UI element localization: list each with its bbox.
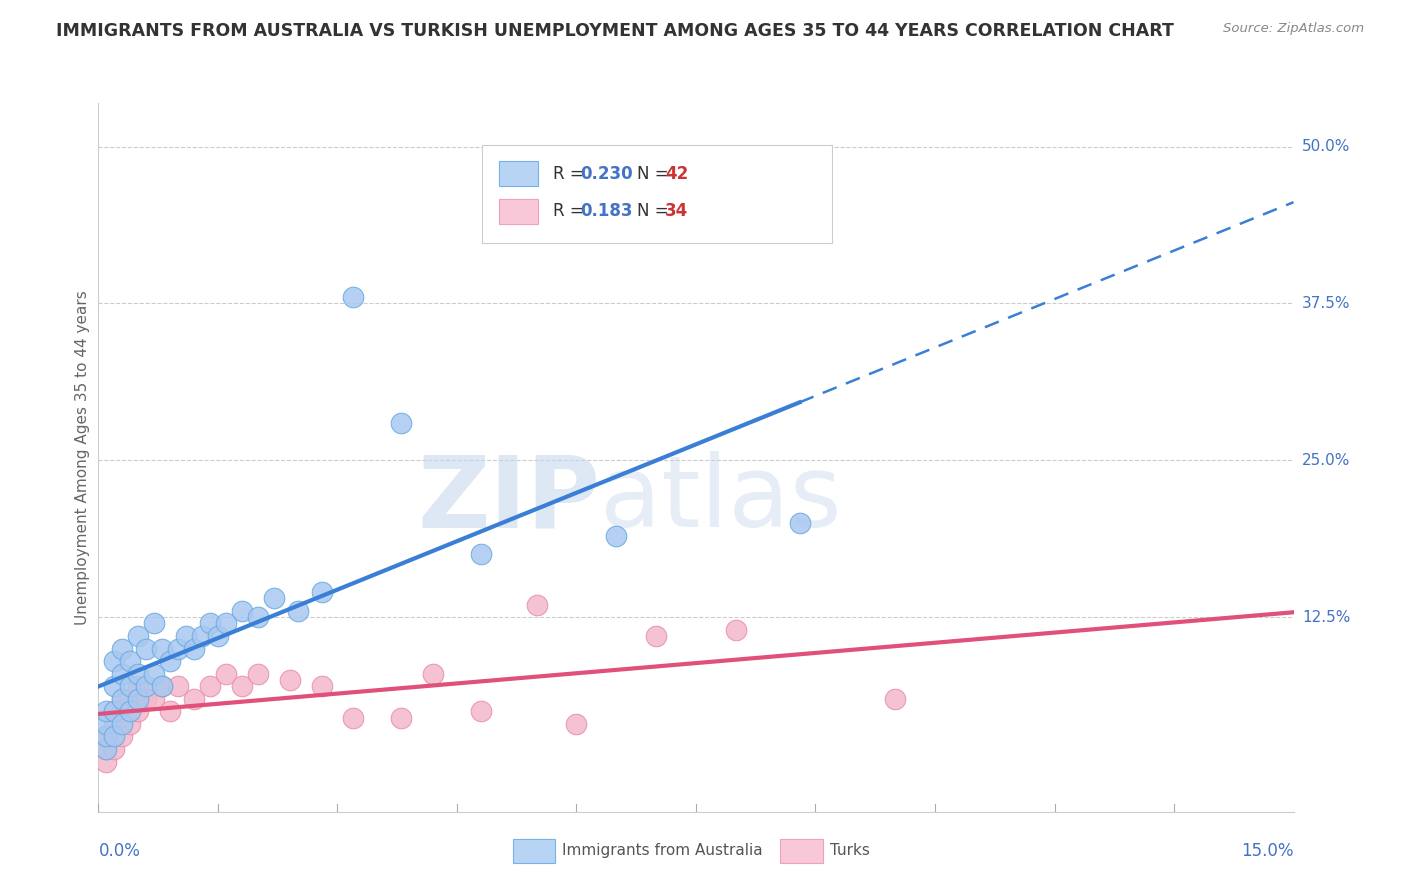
Point [150,679,173,693]
Point [167,641,190,656]
Text: IMMIGRANTS FROM AUSTRALIA VS TURKISH UNEMPLOYMENT AMONG AGES 35 TO 44 YEARS CORR: IMMIGRANTS FROM AUSTRALIA VS TURKISH UNE… [56,22,1174,40]
Point [198,616,221,631]
Point [207,629,229,643]
Point [120,691,142,706]
Text: Immigrants from Australia: Immigrants from Australia [562,844,763,858]
Point [96,730,118,744]
Text: 34: 34 [665,202,689,220]
Point [103,704,125,718]
Point [183,691,205,706]
Point [111,730,134,744]
Point [111,717,134,731]
Y-axis label: Unemployment Among Ages 35 to 44 years: Unemployment Among Ages 35 to 44 years [75,290,90,624]
Text: R =: R = [553,165,589,183]
Point [127,629,149,643]
Point [311,679,333,693]
Point [287,604,309,618]
Point [231,679,253,693]
Point [167,679,190,693]
Point [96,730,118,744]
Point [96,742,118,756]
Point [159,654,181,668]
Point [143,666,166,681]
Point [127,691,149,706]
Point [389,416,412,430]
Point [111,641,134,656]
Point [565,717,588,731]
Point [127,666,149,681]
Point [342,710,364,724]
Point [135,679,157,693]
Point [103,742,125,756]
Text: R =: R = [553,202,593,220]
Text: Turks: Turks [830,844,869,858]
Point [111,666,134,681]
Point [135,691,157,706]
Point [96,704,118,718]
Point [120,679,142,693]
Point [143,691,166,706]
Point [120,717,142,731]
Text: Source: ZipAtlas.com: Source: ZipAtlas.com [1223,22,1364,36]
Point [120,654,142,668]
Point [127,704,149,718]
Text: 50.0%: 50.0% [1302,139,1350,154]
Point [159,704,181,718]
Point [96,755,118,769]
Text: 42: 42 [665,165,689,183]
Point [789,516,811,530]
Point [103,654,125,668]
Point [111,691,134,706]
Point [884,691,907,706]
Point [246,666,269,681]
Point [724,623,747,637]
Point [174,629,197,643]
Point [311,585,333,599]
Point [103,730,125,744]
Text: 12.5%: 12.5% [1302,609,1350,624]
Point [103,679,125,693]
Point [645,629,668,643]
Text: 15.0%: 15.0% [1241,842,1294,860]
Point [263,591,285,606]
Text: 37.5%: 37.5% [1302,296,1350,311]
Point [103,717,125,731]
Point [183,641,205,656]
Point [191,629,214,643]
Point [120,704,142,718]
Text: 0.230: 0.230 [581,165,633,183]
Point [389,710,412,724]
Point [215,666,238,681]
Point [127,679,149,693]
Point [198,679,221,693]
Text: 25.0%: 25.0% [1302,453,1350,467]
Point [470,548,492,562]
Point [103,704,125,718]
Point [246,610,269,624]
Text: N =: N = [637,165,673,183]
Point [150,641,173,656]
Point [231,604,253,618]
Point [150,679,173,693]
Point [215,616,238,631]
Point [422,666,444,681]
Text: atlas: atlas [600,451,842,549]
Point [342,290,364,304]
Text: N =: N = [637,202,673,220]
Point [605,528,627,542]
Point [143,616,166,631]
Text: 0.183: 0.183 [581,202,633,220]
Point [470,704,492,718]
Point [111,704,134,718]
Point [135,641,157,656]
Point [96,742,118,756]
Point [278,673,301,687]
Point [111,691,134,706]
Point [526,598,548,612]
Text: 0.0%: 0.0% [98,842,141,860]
Point [96,717,118,731]
Text: ZIP: ZIP [418,451,600,549]
